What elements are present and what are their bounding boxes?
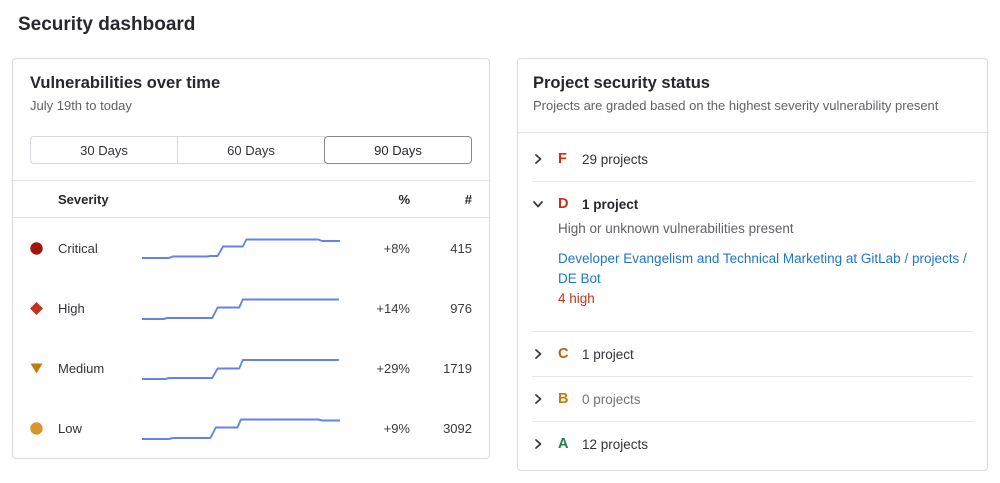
security-dashboard-page: Security dashboard Vulnerabilities over … <box>12 14 988 471</box>
chevron-right-icon <box>532 153 558 165</box>
vulnerabilities-over-time-panel: Vulnerabilities over time July 19th to t… <box>12 58 490 459</box>
chevron-down-icon <box>532 198 558 210</box>
severity-row-low: Low +9% 3092 <box>13 398 489 458</box>
grade-row-a[interactable]: A 12 projects <box>532 422 973 470</box>
chevron-right-icon <box>532 438 558 450</box>
severity-row-critical: Critical +8% 415 <box>13 218 489 278</box>
vulnerability-count: 976 <box>450 300 472 316</box>
grade-letter-c: C <box>558 346 569 362</box>
range-button-90-days[interactable]: 90 Days <box>324 136 472 164</box>
high-sparkline <box>142 293 354 323</box>
range-button-60-days[interactable]: 60 Days <box>177 136 325 164</box>
grade-count: 29 projects <box>582 151 649 167</box>
severity-label: Critical <box>58 240 98 256</box>
grade-letter-a: A <box>558 436 569 452</box>
percent-change: +8% <box>383 240 410 256</box>
severity-table-header: Severity % # <box>13 180 489 218</box>
low-sparkline <box>142 413 354 443</box>
severity-label: Medium <box>58 360 105 376</box>
column-percent: % <box>398 191 410 207</box>
column-count: # <box>464 191 472 207</box>
severity-medium-icon <box>30 362 43 375</box>
percent-change: +29% <box>376 360 410 376</box>
vulnerabilities-panel-title: Vulnerabilities over time <box>30 74 221 92</box>
grade-row-f[interactable]: F 29 projects <box>532 133 973 182</box>
date-range-subtitle: July 19th to today <box>30 98 132 113</box>
project-status-panel-title: Project security status <box>533 74 710 92</box>
grade-letter-d: D <box>558 196 569 212</box>
vulnerability-count: 1719 <box>443 360 472 376</box>
project-link[interactable]: Developer Evangelism and Technical Marke… <box>558 251 967 286</box>
percent-change: +9% <box>383 420 410 436</box>
severity-critical-icon <box>30 241 43 255</box>
medium-sparkline <box>142 353 354 383</box>
grade-row-c[interactable]: C 1 project <box>532 332 973 377</box>
range-button-30-days[interactable]: 30 Days <box>30 136 178 164</box>
grade-count: 0 projects <box>582 391 641 407</box>
grade-count: 1 project <box>582 346 634 362</box>
grade-letter-b: B <box>558 391 569 407</box>
severity-label: High <box>58 300 85 316</box>
grade-row-b[interactable]: B 0 projects <box>532 377 973 422</box>
project-security-status-panel: Project security status Projects are gra… <box>517 58 988 471</box>
grade-row-d[interactable]: D 1 project <box>532 182 973 212</box>
severity-row-high: High +14% 976 <box>13 278 489 338</box>
chevron-right-icon <box>532 393 558 405</box>
vulnerability-count: 415 <box>450 240 472 256</box>
project-status-subtitle: Projects are graded based on the highest… <box>533 98 939 113</box>
vulnerability-count: 3092 <box>443 420 472 436</box>
critical-sparkline <box>142 233 354 263</box>
severity-low-icon <box>30 421 43 435</box>
severity-label: Low <box>58 420 82 436</box>
page-title: Security dashboard <box>18 14 196 35</box>
vulnerability-summary: 4 high <box>558 291 595 306</box>
grade-letter-f: F <box>558 151 567 167</box>
grade-count: 12 projects <box>582 436 649 452</box>
grade-section-d: D 1 project High or unknown vulnerabilit… <box>532 182 973 332</box>
percent-change: +14% <box>376 300 410 316</box>
grade-count: 1 project <box>582 196 639 212</box>
column-severity: Severity <box>58 191 109 207</box>
severity-high-icon <box>30 301 43 315</box>
chevron-right-icon <box>532 348 558 360</box>
grade-description: High or unknown vulnerabilities present <box>558 221 794 236</box>
severity-row-medium: Medium +29% 1719 <box>13 338 489 398</box>
day-range-button-group: 30 Days 60 Days 90 Days <box>30 136 472 164</box>
severity-table: Severity % # Critical +8% 415 High +1 <box>13 180 489 458</box>
